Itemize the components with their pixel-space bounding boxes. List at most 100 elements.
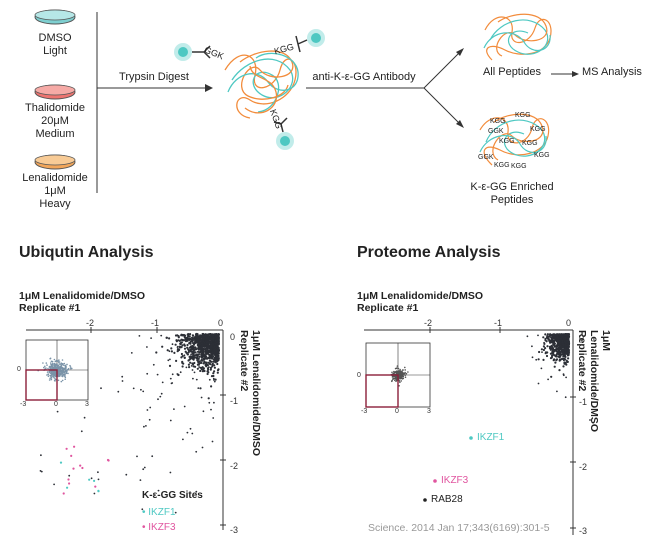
scatter-point — [214, 361, 217, 364]
scatter-point — [217, 340, 220, 343]
p-inset-tick: 0 — [395, 408, 399, 415]
inset-point — [64, 373, 67, 375]
scatter-point — [201, 344, 204, 347]
inset-point — [60, 362, 63, 365]
inset-point — [46, 371, 49, 373]
arrow-3 — [551, 71, 579, 77]
scatter-point — [208, 366, 210, 368]
inset-point — [397, 371, 400, 374]
ikzf3-point — [62, 492, 65, 495]
scatter-point — [205, 352, 208, 355]
scatter-point — [198, 340, 201, 342]
p-ytick: -2 — [579, 462, 588, 472]
inset-point — [55, 368, 58, 370]
scatter-point — [192, 350, 195, 353]
scatter-point — [190, 365, 193, 367]
scatter-point — [555, 350, 558, 353]
inset-point — [393, 377, 395, 380]
inset-point — [51, 360, 54, 363]
scatter-point — [537, 358, 540, 361]
scatter-point — [210, 338, 213, 341]
enriched-tag: GGK — [488, 128, 504, 135]
inset-point — [60, 375, 62, 377]
inset-point — [47, 367, 49, 370]
inset-point — [59, 363, 61, 366]
inset-point — [53, 358, 56, 361]
inset-point — [396, 371, 398, 374]
scatter-point — [177, 335, 180, 338]
scatter-point — [206, 370, 209, 373]
ikzf3-point — [73, 445, 76, 448]
scatter-point — [215, 350, 218, 353]
p-xtick: 0 — [566, 318, 572, 328]
proteome-title: Proteome Analysis — [357, 244, 501, 261]
inset-point — [61, 369, 63, 371]
scatter-point — [191, 369, 194, 371]
scatter-point — [558, 359, 561, 362]
inset-point — [399, 381, 401, 384]
enriched-cluster — [479, 113, 550, 166]
inset-point — [60, 367, 62, 369]
scatter-point — [195, 490, 198, 493]
scatter-point — [203, 345, 206, 348]
ikzf1-point — [469, 436, 473, 440]
scatter-point — [202, 368, 205, 372]
scatter-point — [205, 355, 208, 358]
scatter-point — [198, 356, 200, 358]
inset-point — [66, 363, 68, 366]
scatter-point — [187, 363, 190, 366]
arrow-1 — [97, 84, 213, 92]
enriched-tag: KGG — [522, 140, 538, 147]
scatter-point — [217, 348, 220, 351]
scatter-point — [121, 375, 124, 378]
lenalidomide-tube — [34, 154, 76, 170]
scatter-point — [211, 363, 214, 366]
label-ikzf3: IKZF3 — [441, 475, 469, 486]
scatter-point — [187, 348, 190, 351]
scatter-point — [178, 345, 181, 348]
inset-point — [64, 365, 67, 367]
scatter-point — [213, 401, 215, 404]
scatter-point — [555, 348, 557, 351]
scatter-point — [207, 334, 210, 337]
scatter-point — [189, 427, 192, 430]
scatter-point — [545, 354, 549, 358]
scatter-point — [192, 358, 195, 361]
scatter-point — [216, 362, 219, 366]
scatter-point — [526, 335, 529, 338]
inset-point — [393, 370, 395, 373]
inset-point — [50, 364, 53, 366]
enriched-tag: KGG — [534, 152, 550, 159]
p-inset-tick: -3 — [361, 408, 368, 415]
scatter-point — [560, 333, 563, 336]
scatter-point — [200, 359, 203, 362]
ikzf1-point — [66, 486, 69, 489]
trypsin-digest-label: Trypsin Digest — [119, 71, 189, 83]
inset-point — [61, 364, 63, 366]
inset-point — [395, 378, 398, 381]
inset-point — [52, 375, 54, 377]
scatter-point — [189, 342, 192, 345]
scatter-point — [212, 417, 215, 419]
scatter-point — [565, 351, 568, 354]
scatter-point — [183, 356, 186, 359]
scatter-point — [132, 387, 135, 390]
inset-point — [397, 367, 400, 370]
inset-point — [403, 372, 406, 375]
inset-point — [58, 361, 60, 364]
scatter-point — [562, 373, 565, 376]
inset-point — [399, 368, 401, 371]
scatter-point — [208, 401, 211, 404]
scatter-point — [180, 352, 183, 356]
scatter-point — [191, 341, 194, 343]
scatter-point — [209, 368, 212, 371]
scatter-point — [212, 355, 214, 357]
scatter-point — [197, 345, 200, 347]
scatter-point — [183, 405, 186, 408]
scatter-point — [181, 338, 184, 341]
all-peptides-cluster — [483, 13, 552, 61]
scatter-point — [199, 346, 202, 349]
scatter-point — [200, 339, 203, 342]
ikzf3-point — [79, 464, 82, 467]
u-xtick: -1 — [151, 318, 160, 328]
